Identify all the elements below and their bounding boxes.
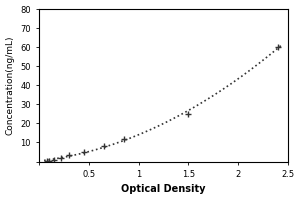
X-axis label: Optical Density: Optical Density <box>121 184 206 194</box>
Y-axis label: Concentration(ng/mL): Concentration(ng/mL) <box>6 36 15 135</box>
